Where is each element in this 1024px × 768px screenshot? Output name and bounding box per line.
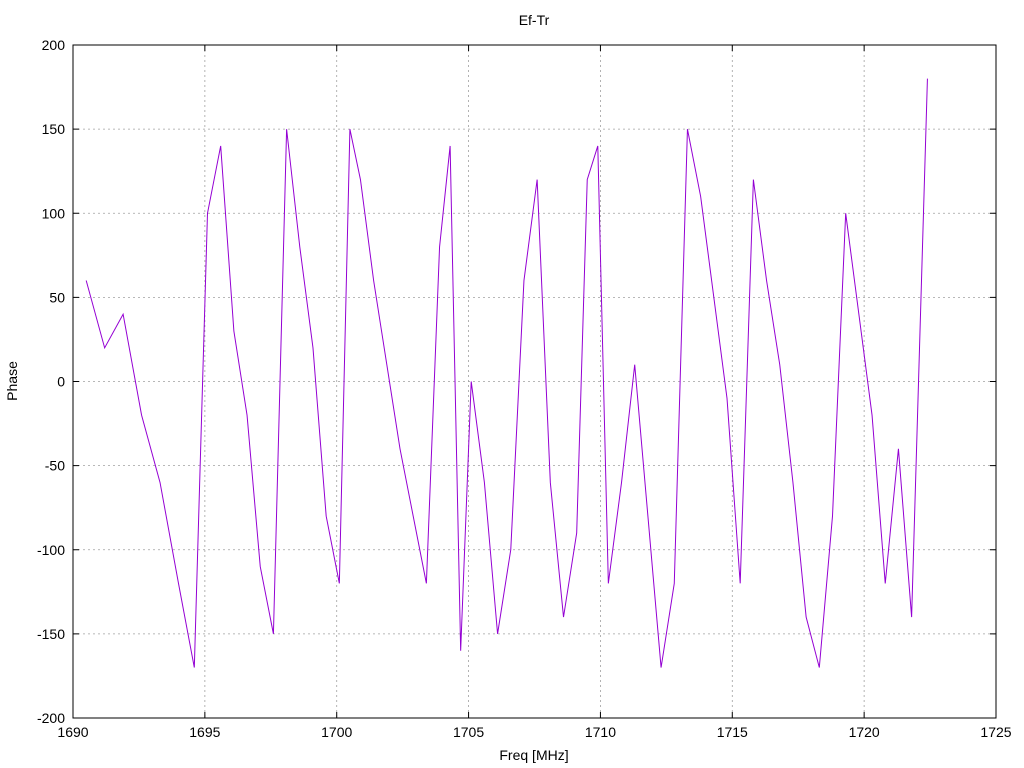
chart-title: Ef-Tr <box>519 12 550 28</box>
y-tick-label: -50 <box>45 458 65 474</box>
y-tick-label: 150 <box>42 121 66 137</box>
x-tick-label: 1705 <box>453 724 484 740</box>
y-tick-label: 50 <box>49 289 65 305</box>
x-tick-label: 1725 <box>980 724 1011 740</box>
phase-series-line <box>85 78 928 668</box>
x-tick-label: 1715 <box>717 724 748 740</box>
y-tick-label: -150 <box>37 626 65 642</box>
y-tick-label: 100 <box>42 205 66 221</box>
y-tick-label: 200 <box>42 37 66 53</box>
x-tick-label: 1720 <box>849 724 880 740</box>
tick-layer: 1690 1695 1700 1705 1710 1715 1720 1725 -200 -150… <box>37 37 1012 740</box>
x-tick-label: 1695 <box>189 724 220 740</box>
y-tick-label: 0 <box>57 374 65 390</box>
x-tick-label: 1690 <box>57 724 88 740</box>
series-layer <box>85 78 928 668</box>
x-axis-label: Freq [MHz] <box>499 747 568 763</box>
y-tick-label: -200 <box>37 710 65 726</box>
x-tick-label: 1710 <box>585 724 616 740</box>
grid-lines <box>73 45 996 718</box>
x-tick-label: 1700 <box>321 724 352 740</box>
y-tick-label: -100 <box>37 542 65 558</box>
y-axis-label: Phase <box>4 361 20 401</box>
